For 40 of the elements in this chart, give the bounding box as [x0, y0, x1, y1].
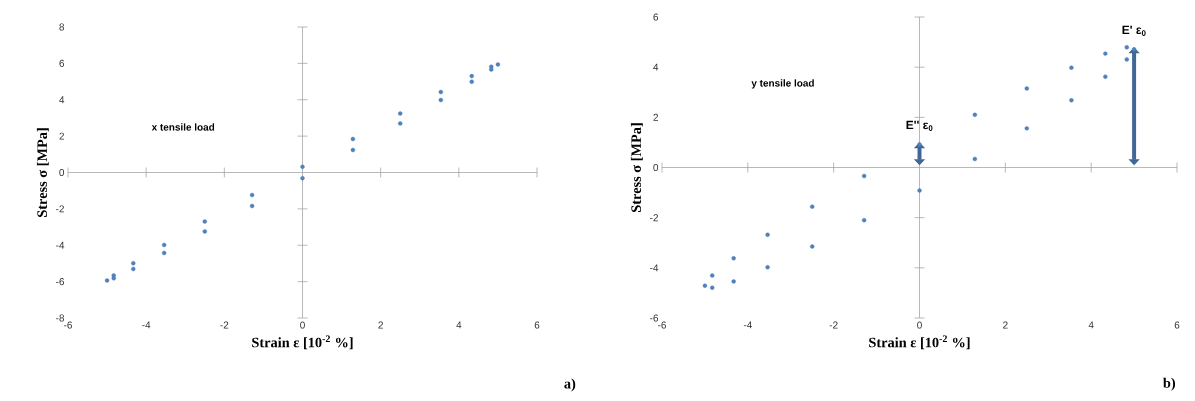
y-tick-label: 6: [59, 59, 65, 67]
x-axis-title: Strain ε [10$^{-2}$ %]: [252, 335, 353, 350]
y-tick-label: 2: [653, 113, 658, 121]
x-tick-label: -6: [64, 321, 72, 329]
x-tick-label: 0: [300, 321, 305, 329]
y-tick-label: -2: [650, 214, 658, 222]
x-tick-label: 0: [917, 321, 922, 329]
annotation: E' ε$_{0}$: [1122, 25, 1146, 36]
annotation: y tensile load: [751, 79, 814, 89]
y-tick-label: 0: [59, 168, 65, 177]
x-tick-label: -6: [658, 321, 667, 329]
x-tick-label: 4: [456, 321, 462, 329]
x-tick-label: 6: [534, 321, 540, 329]
x-tick-label: -2: [220, 321, 229, 329]
x-tick-label: -4: [743, 321, 752, 329]
y-tick-label: -6: [650, 314, 659, 322]
y-tick-label: 4: [59, 96, 65, 104]
y-tick-label: 8: [59, 23, 65, 31]
annotation: x tensile load: [151, 123, 215, 131]
x-tick-label: -4: [142, 321, 151, 329]
x-tick-label: 2: [1003, 321, 1008, 329]
x-tick-label: 6: [1174, 321, 1180, 329]
x-tick-label: -2: [829, 321, 838, 329]
y-tick-label: -4: [56, 241, 65, 249]
y-tick-label: -4: [650, 264, 659, 272]
x-axis-title: Strain ε [10$^{-2}$ %]: [869, 335, 970, 350]
y-tick-label: 6: [653, 13, 659, 21]
text: b): [1163, 377, 1176, 391]
y-axis-title: Stress σ [MPa]: [36, 128, 49, 217]
y-tick-label: -6: [56, 278, 65, 286]
annotation: E'' ε$_{0}$: [906, 120, 933, 131]
y-tick-label: -8: [56, 314, 65, 322]
x-tick-label: 2: [378, 321, 383, 329]
y-tick-label: 0: [653, 163, 659, 172]
y-tick-label: 4: [653, 63, 659, 71]
y-tick-label: -2: [56, 205, 64, 213]
y-tick-label: 2: [59, 132, 64, 140]
x-tick-label: 4: [1088, 321, 1094, 329]
text: a): [564, 378, 576, 392]
y-axis-title: Stress σ [MPa]: [630, 123, 643, 212]
